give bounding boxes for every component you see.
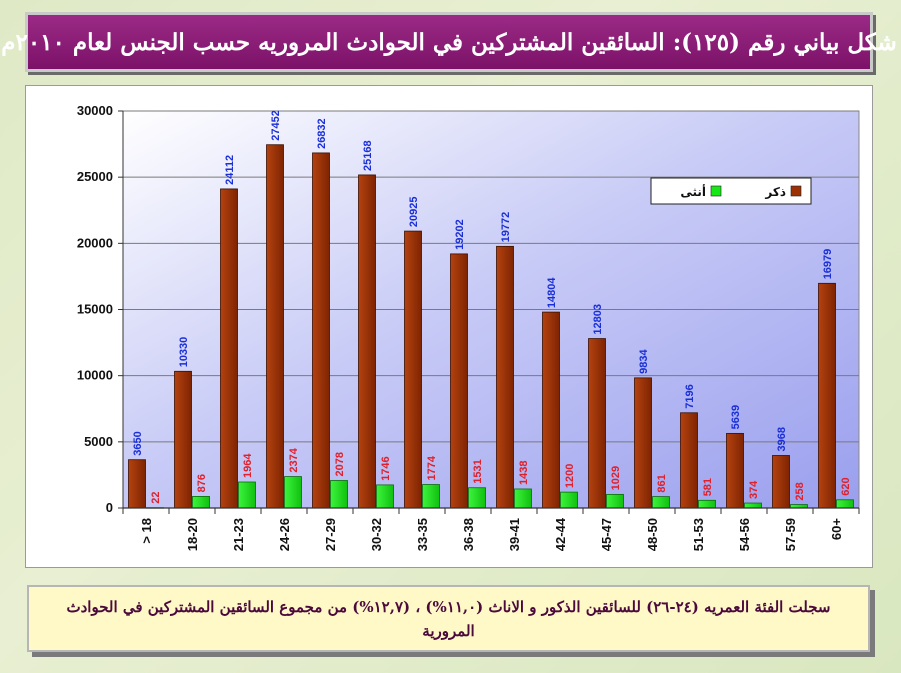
data-label-female: 1029 <box>610 466 622 490</box>
bar-female <box>514 488 532 509</box>
bar-male <box>266 144 284 509</box>
x-tick-label: 60+ <box>829 518 844 540</box>
bar-male <box>312 152 330 509</box>
bar-chart: 3650 22 10330 876 24112 1964 27452 2374 26832 207… <box>77 103 860 551</box>
x-tick-label: 48-50 <box>645 518 660 551</box>
data-label-female: 876 <box>196 474 208 492</box>
data-label-male: 10330 <box>178 337 190 368</box>
bar-male <box>634 377 652 509</box>
data-label-female: 581 <box>702 478 714 496</box>
x-tick-label: 42-44 <box>553 517 568 551</box>
data-label-female: 1200 <box>564 464 576 488</box>
data-label-male: 3650 <box>132 431 144 455</box>
bar-male <box>174 370 192 509</box>
data-label-male: 19772 <box>500 212 512 243</box>
data-label-female: 1964 <box>242 453 254 478</box>
data-label-female: 861 <box>656 474 668 492</box>
bar-male <box>726 432 744 509</box>
data-label-female: 620 <box>840 477 852 495</box>
data-label-male: 9834 <box>638 349 650 374</box>
data-label-male: 25168 <box>362 140 374 171</box>
data-label-male: 27452 <box>270 110 282 141</box>
data-label-female: 22 <box>150 491 162 503</box>
data-label-female: 1531 <box>472 459 484 483</box>
x-tick-label: 18-20 <box>185 518 200 551</box>
x-tick-label: 57-59 <box>783 518 798 551</box>
y-tick-label: 15000 <box>77 302 113 317</box>
data-label-male: 24112 <box>224 155 236 185</box>
bar-female <box>238 481 256 509</box>
bar-female <box>330 480 348 509</box>
x-tick-label: 24-26 <box>277 518 292 551</box>
bar-female <box>836 499 854 509</box>
bar-female <box>468 487 486 509</box>
bar-female <box>192 496 210 509</box>
bar-male <box>404 230 422 509</box>
bar-male <box>358 174 376 509</box>
bar-female <box>376 484 394 509</box>
data-label-male: 5639 <box>730 405 742 429</box>
x-tick-label: 27-29 <box>323 518 338 551</box>
data-label-male: 7196 <box>684 384 696 408</box>
x-tick-label: 30-32 <box>369 518 384 551</box>
legend-label-male: ذكر <box>764 185 786 199</box>
bar-male <box>772 455 790 509</box>
x-tick-label: 39-41 <box>507 518 522 551</box>
chart-frame: 3650 22 10330 876 24112 1964 27452 2374 26832 207… <box>25 85 873 568</box>
bar-male <box>450 253 468 509</box>
y-tick-label: 25000 <box>77 169 113 184</box>
legend-swatch-female <box>710 185 722 197</box>
x-tick-label: 54-56 <box>737 518 752 551</box>
bar-female <box>606 493 624 509</box>
y-tick-label: 20000 <box>77 235 113 250</box>
data-label-female: 258 <box>794 482 806 500</box>
bar-male <box>128 459 146 509</box>
legend-label-female: أنثى <box>680 184 706 199</box>
data-label-female: 1438 <box>518 460 530 484</box>
bar-female <box>744 502 762 509</box>
x-tick-label: 33-35 <box>415 518 430 551</box>
data-label-male: 20925 <box>408 196 420 227</box>
legend-swatch-male <box>790 185 802 197</box>
data-label-female: 2374 <box>288 447 300 472</box>
x-tick-label: 45-47 <box>599 518 614 551</box>
x-tick-label: > 18 <box>139 518 154 544</box>
data-label-male: 3968 <box>776 427 788 451</box>
y-tick-label: 5000 <box>84 434 113 449</box>
data-label-female: 374 <box>748 480 760 499</box>
bar-female <box>652 496 670 509</box>
data-label-male: 12803 <box>592 304 604 335</box>
chart-title: شكل بياني رقم (١٢٥): السائقين المشتركين … <box>1 28 897 56</box>
data-label-female: 1774 <box>426 455 438 480</box>
data-label-male: 26832 <box>316 118 328 149</box>
footer-note-box: سجلت الفئة العمريه (٢٤-٢٦) للسائقين الذك… <box>27 585 870 652</box>
data-label-female: 2078 <box>334 452 346 476</box>
footer-note: سجلت الفئة العمريه (٢٤-٢٦) للسائقين الذك… <box>66 597 831 640</box>
y-tick-label: 10000 <box>77 368 113 383</box>
bar-male <box>220 188 238 509</box>
bar-male <box>818 282 836 509</box>
bar-male <box>496 245 514 509</box>
data-label-female: 1746 <box>380 456 392 480</box>
title-banner: شكل بياني رقم (١٢٥): السائقين المشتركين … <box>1 12 897 72</box>
data-label-male: 19202 <box>454 219 466 250</box>
x-tick-label: 51-53 <box>691 518 706 551</box>
bar-male <box>588 338 606 509</box>
x-tick-label: 36-38 <box>461 518 476 551</box>
data-label-male: 16979 <box>822 249 834 280</box>
bar-male <box>680 412 698 509</box>
bar-female <box>560 491 578 509</box>
bar-male <box>542 311 560 509</box>
bar-female <box>284 476 302 509</box>
legend-box <box>650 177 812 205</box>
data-label-male: 14804 <box>546 277 558 308</box>
y-tick-label: 30000 <box>77 103 113 118</box>
bar-female <box>422 484 440 509</box>
y-tick-label: 0 <box>106 500 113 515</box>
x-tick-label: 21-23 <box>231 518 246 551</box>
bar-female <box>698 499 716 509</box>
